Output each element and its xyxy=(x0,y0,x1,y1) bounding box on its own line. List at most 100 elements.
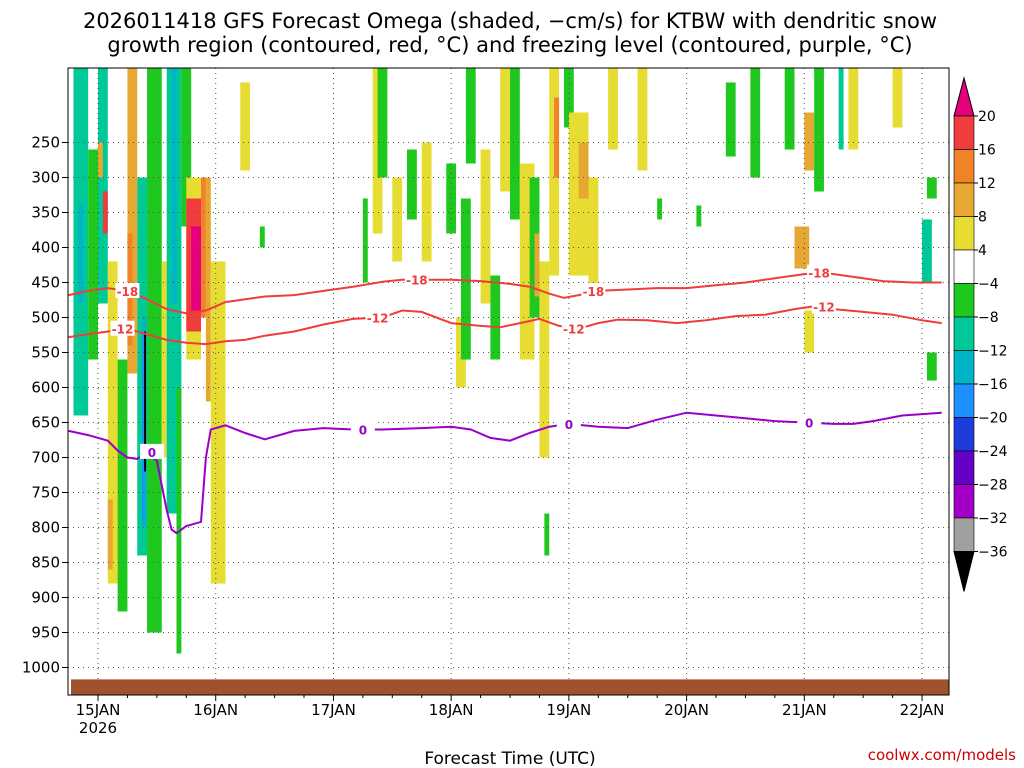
x-tick-label: 19JAN xyxy=(547,701,592,719)
contour-line xyxy=(68,411,942,535)
contour-label: 0 xyxy=(565,418,573,432)
omega-patch xyxy=(102,191,108,234)
omega-patch xyxy=(657,198,663,220)
y-tick-label: 850 xyxy=(31,554,60,572)
contour-label-bg xyxy=(581,282,606,298)
omega-patch xyxy=(814,68,824,192)
omega-patch xyxy=(794,226,810,269)
omega-patch xyxy=(510,68,520,220)
omega-patch xyxy=(88,149,98,360)
colorbar-label: −24 xyxy=(978,444,1008,460)
contour-line xyxy=(68,305,942,346)
y-tick-label: 750 xyxy=(31,484,60,502)
colorbar-swatch xyxy=(953,316,975,351)
x-tick-label: 16JAN xyxy=(193,701,238,719)
omega-patch xyxy=(500,68,511,192)
colorbar-label: 8 xyxy=(978,210,987,226)
omega-patch xyxy=(98,68,108,304)
colorbar-swatch xyxy=(953,450,975,485)
contour-label: -12 xyxy=(112,323,134,337)
y-tick-label: 450 xyxy=(31,274,60,292)
omega-patch xyxy=(563,68,574,128)
colorbar-label: 4 xyxy=(978,243,987,259)
colorbar-swatch xyxy=(953,517,975,552)
contour-label: -18 xyxy=(406,274,428,288)
x-tick-label: 20JAN xyxy=(664,701,709,719)
omega-patch xyxy=(465,68,476,164)
colorbar-swatch xyxy=(953,417,975,452)
omega-patch xyxy=(142,331,145,521)
omega-patch xyxy=(205,177,211,402)
colorbar-swatch xyxy=(953,149,975,184)
credit-text[interactable]: coolwx.com/models xyxy=(868,746,1016,764)
omega-patch xyxy=(926,177,937,199)
colorbar-label: −12 xyxy=(978,344,1008,360)
omega-patch xyxy=(107,499,113,570)
omega-patch xyxy=(608,68,618,150)
omega-patch xyxy=(804,310,815,353)
omega-patch xyxy=(554,97,560,178)
contour-label: -12 xyxy=(813,300,835,314)
omega-patch xyxy=(181,68,192,227)
contour-label-bg xyxy=(811,298,836,314)
colorbar-label: −16 xyxy=(978,377,1008,393)
colorbar-label: −20 xyxy=(978,411,1008,427)
omega-patch xyxy=(480,149,491,304)
omega-patch xyxy=(144,331,147,472)
x-axis-title: Forecast Time (UTC) xyxy=(424,749,595,768)
contour-label-bg xyxy=(139,443,164,459)
y-tick-label: 950 xyxy=(31,624,60,642)
contour-label: -18 xyxy=(117,285,139,299)
omega-patch xyxy=(421,142,432,262)
colorbar-label: 16 xyxy=(978,143,996,159)
contour-label: 0 xyxy=(148,446,156,460)
colorbar-swatch xyxy=(953,115,975,150)
colorbar-label: −28 xyxy=(978,478,1008,494)
omega-patch xyxy=(107,261,118,584)
colorbar-swatch xyxy=(953,182,975,217)
y-tick-label: 900 xyxy=(31,589,60,607)
plot-frame xyxy=(67,67,950,696)
omega-patch xyxy=(784,68,795,150)
colorbar-label: −4 xyxy=(978,277,999,293)
omega-patch xyxy=(392,177,403,262)
contour-label-bg xyxy=(561,320,586,336)
colorbar-swatch xyxy=(953,383,975,418)
x-tick-label: 21JAN xyxy=(782,701,827,719)
omega-patch xyxy=(171,68,177,304)
temperature-contours: -18 -18 -18 -18 -12 -12 -12 -12 0 0 0 0 xyxy=(68,264,942,535)
chart-title-line-1: 2026011418 GFS Forecast Omega (shaded, −… xyxy=(83,9,937,33)
y-tick-label: 400 xyxy=(31,239,60,257)
colorbar-swatch xyxy=(953,484,975,519)
omega-patch xyxy=(98,142,103,178)
omega-patch xyxy=(804,112,815,171)
contour-line xyxy=(68,271,942,315)
contour-label-bg xyxy=(797,414,822,430)
contour-label: -12 xyxy=(563,323,585,337)
omega-patch xyxy=(490,275,501,360)
y-tick-label: 1000 xyxy=(22,659,60,677)
contour-label-bg xyxy=(807,264,832,280)
omega-patch xyxy=(848,68,859,150)
y-tick-label: 500 xyxy=(31,309,60,327)
colorbar-label: −36 xyxy=(978,545,1008,561)
contour-label-bg xyxy=(365,309,390,325)
colorbar-label: 20 xyxy=(978,109,996,125)
omega-patch xyxy=(696,205,702,227)
contour-label: -18 xyxy=(583,285,605,299)
omega-patch xyxy=(637,68,648,171)
omega-patch xyxy=(534,233,540,297)
y-tick-label: 700 xyxy=(31,449,60,467)
omega-patch xyxy=(240,82,251,171)
colorbar-label: 12 xyxy=(978,176,996,192)
omega-patch xyxy=(127,68,138,374)
y-tick-label: 800 xyxy=(31,519,60,537)
omega-patch xyxy=(922,219,932,283)
omega-patch xyxy=(407,149,417,220)
contour-label: 0 xyxy=(359,424,367,438)
omega-patch xyxy=(147,68,162,633)
pressure-axis: 250 300 350 400 450 500 550 600 650 700 750 800 850 9… xyxy=(22,134,68,677)
omega-patch xyxy=(161,261,167,458)
